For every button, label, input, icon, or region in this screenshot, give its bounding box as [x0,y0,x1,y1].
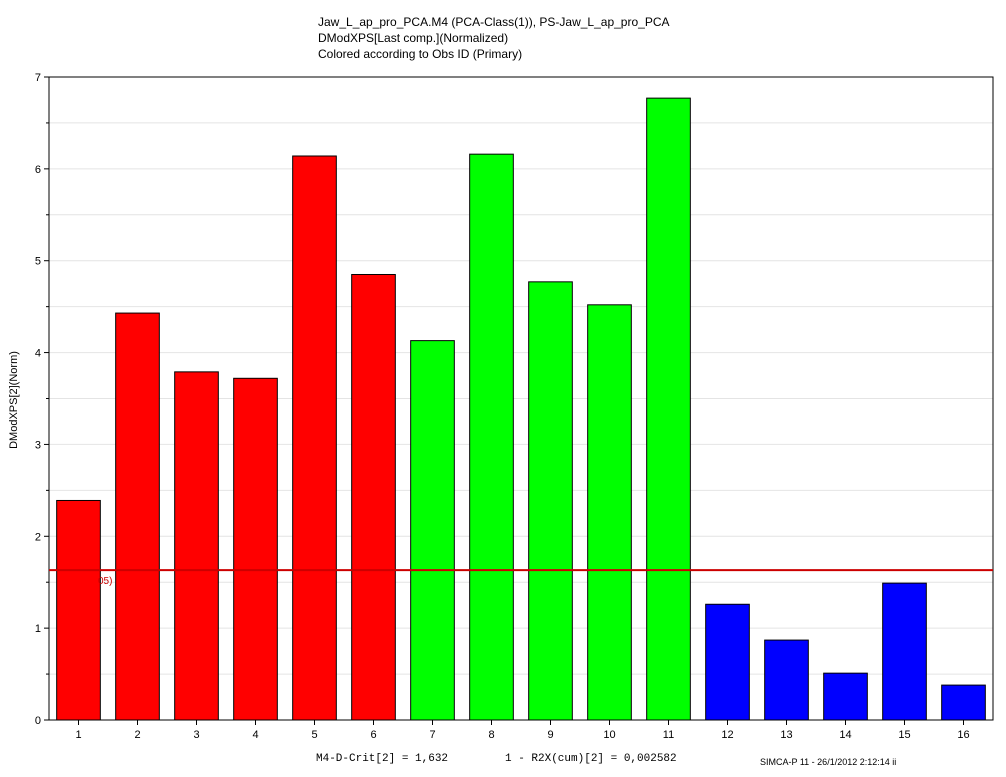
bar-7 [410,340,455,721]
x-tick-label: 10 [603,729,615,741]
x-tick-label: 4 [252,729,258,741]
x-tick-label: 14 [839,729,851,741]
title-line-3: Colored according to Obs ID (Primary) [318,47,523,61]
bar-14 [823,672,868,721]
y-tick-label: 5 [35,256,41,268]
crit-label: M4-D-Crit[2] = 1,632 [316,753,449,765]
critical-line-label: 05) [98,576,112,587]
x-tick-label: 3 [193,729,199,741]
bar-3 [174,371,219,721]
x-tick-label: 16 [957,729,969,741]
y-tick-label: 1 [35,623,41,635]
r2x-label: 1 - R2X(cum)[2] = 0,002582 [505,753,677,765]
bar-1 [56,499,101,721]
title-line-2: DModXPS[Last comp.](Normalized) [318,31,509,45]
x-tick-label: 2 [134,729,140,741]
y-tick-label: 4 [35,348,41,360]
bar-4 [233,377,278,721]
software-stamp: SIMCA-P 11 - 26/1/2012 2:12:14 ii [760,757,897,767]
y-tick-label: 7 [35,72,41,84]
title-line-1: Jaw_L_ap_pro_PCA.M4 (PCA-Class(1)), PS-J… [318,15,670,29]
x-tick-label: 7 [429,729,435,741]
bar-11 [646,97,691,721]
bar-8 [469,153,514,721]
y-tick-label: 2 [35,531,41,543]
x-tick-label: 11 [663,729,674,741]
y-tick-label: 3 [35,439,41,451]
x-tick-label: 15 [898,729,910,741]
chart-title: Jaw_L_ap_pro_PCA.M4 (PCA-Class(1)), PS-J… [318,14,670,62]
bar-13 [764,639,809,721]
bar-16 [941,684,986,721]
bar-12 [705,603,750,721]
x-tick-label: 13 [780,729,792,741]
bar-10 [587,304,632,721]
bar-2 [115,312,160,721]
y-tick-label: 6 [35,164,41,176]
x-tick-label: 12 [721,729,733,741]
x-tick-label: 9 [547,729,553,741]
y-tick-label: 0 [35,715,41,727]
x-tick-label: 6 [370,729,376,741]
x-tick-label: 1 [75,729,81,741]
x-tick-label: 5 [311,729,317,741]
bar-9 [528,281,573,721]
bar-15 [882,582,927,721]
bar-5 [292,155,337,721]
x-tick-label: 8 [488,729,494,741]
bar-6 [351,273,396,721]
